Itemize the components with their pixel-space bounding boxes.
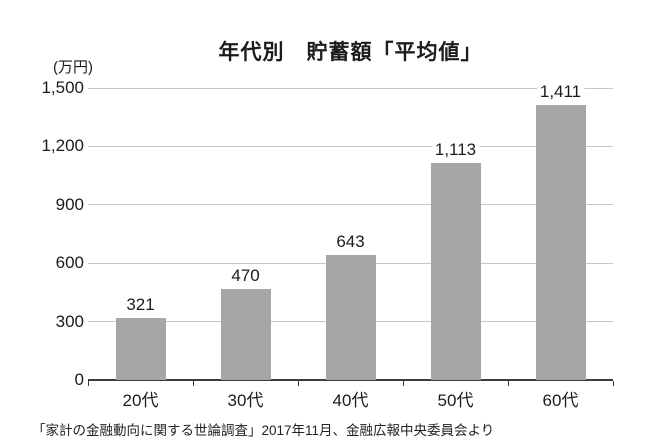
x-axis-line xyxy=(88,379,613,381)
bar-value-label: 1,411 xyxy=(536,82,585,102)
bar-value-label: 1,113 xyxy=(431,140,480,160)
axis-tick xyxy=(298,381,299,386)
axis-tick xyxy=(403,381,404,386)
gridline xyxy=(88,87,613,89)
x-tick-label: 40代 xyxy=(332,391,369,410)
y-tick-label: 0 xyxy=(74,370,84,389)
bar-value-label: 470 xyxy=(228,265,263,285)
source-note: 「家計の金融動向に関する世論調査」2017年11月、金融広報中央委員会より xyxy=(32,423,495,438)
chart-title: 年代別 貯蓄額「平均値」 xyxy=(218,41,483,64)
bar xyxy=(430,163,481,380)
y-tick-label: 600 xyxy=(55,253,84,273)
x-tick-label: 20代 xyxy=(122,391,159,410)
x-tick-label: 60代 xyxy=(542,391,579,410)
y-tick-label: 300 xyxy=(55,311,84,331)
gridline xyxy=(88,145,613,147)
bar xyxy=(220,288,271,380)
bar xyxy=(325,254,376,380)
y-axis-unit-label: (万円) xyxy=(53,59,93,76)
axis-tick xyxy=(508,381,509,386)
x-tick-label: 50代 xyxy=(437,391,474,410)
bar-value-label: 321 xyxy=(123,294,158,314)
axis-tick xyxy=(88,381,89,386)
axis-tick xyxy=(613,381,614,386)
y-tick-label: 900 xyxy=(55,194,84,214)
y-tick-label: 1,500 xyxy=(41,78,84,97)
plot-area: 321 470 643 1,113 1,411 xyxy=(88,82,613,381)
bar xyxy=(115,317,166,380)
gridline xyxy=(88,204,613,206)
x-tick-label: 30代 xyxy=(227,391,264,410)
bar xyxy=(535,105,586,380)
y-tick-label: 1,200 xyxy=(41,136,84,156)
axis-tick xyxy=(193,381,194,386)
bar-value-label: 643 xyxy=(333,231,368,251)
